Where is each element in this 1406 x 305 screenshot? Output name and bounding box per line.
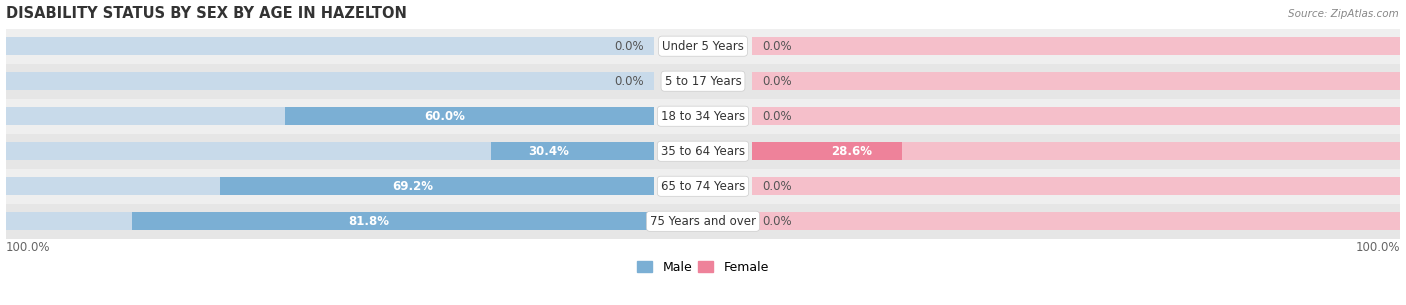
Text: 0.0%: 0.0% xyxy=(614,75,644,88)
Bar xyxy=(752,142,1400,160)
Text: 18 to 34 Years: 18 to 34 Years xyxy=(661,110,745,123)
Text: 0.0%: 0.0% xyxy=(762,75,792,88)
Text: DISABILITY STATUS BY SEX BY AGE IN HAZELTON: DISABILITY STATUS BY SEX BY AGE IN HAZEL… xyxy=(6,5,406,20)
Bar xyxy=(6,204,1400,239)
Bar xyxy=(752,212,1400,230)
Text: 0.0%: 0.0% xyxy=(614,40,644,53)
Text: 30.4%: 30.4% xyxy=(527,145,568,158)
Bar xyxy=(752,72,1400,90)
Text: 0.0%: 0.0% xyxy=(762,110,792,123)
Bar xyxy=(752,177,1400,196)
Text: 28.6%: 28.6% xyxy=(831,145,872,158)
Text: 60.0%: 60.0% xyxy=(425,110,465,123)
Bar xyxy=(6,212,654,230)
Text: Under 5 Years: Under 5 Years xyxy=(662,40,744,53)
Bar xyxy=(221,177,654,196)
Bar xyxy=(6,29,1400,64)
Bar xyxy=(6,99,1400,134)
Bar xyxy=(752,142,903,160)
Bar xyxy=(132,212,654,230)
Bar xyxy=(6,37,654,55)
Legend: Male, Female: Male, Female xyxy=(633,256,773,279)
Text: 81.8%: 81.8% xyxy=(349,215,389,228)
Text: 65 to 74 Years: 65 to 74 Years xyxy=(661,180,745,193)
Text: 100.0%: 100.0% xyxy=(1355,241,1400,253)
Bar xyxy=(6,142,654,160)
Bar xyxy=(6,169,1400,204)
Bar xyxy=(6,107,654,125)
Text: 0.0%: 0.0% xyxy=(762,180,792,193)
Bar xyxy=(6,72,654,90)
Bar xyxy=(752,37,1400,55)
Text: 0.0%: 0.0% xyxy=(762,40,792,53)
Text: 69.2%: 69.2% xyxy=(392,180,433,193)
Text: 100.0%: 100.0% xyxy=(6,241,51,253)
Bar xyxy=(6,177,654,196)
Text: 35 to 64 Years: 35 to 64 Years xyxy=(661,145,745,158)
Bar xyxy=(284,107,654,125)
Text: 5 to 17 Years: 5 to 17 Years xyxy=(665,75,741,88)
Bar xyxy=(6,134,1400,169)
Bar xyxy=(6,64,1400,99)
Text: 0.0%: 0.0% xyxy=(762,215,792,228)
Bar xyxy=(752,107,1400,125)
Bar xyxy=(491,142,654,160)
Text: Source: ZipAtlas.com: Source: ZipAtlas.com xyxy=(1288,9,1399,19)
Text: 75 Years and over: 75 Years and over xyxy=(650,215,756,228)
